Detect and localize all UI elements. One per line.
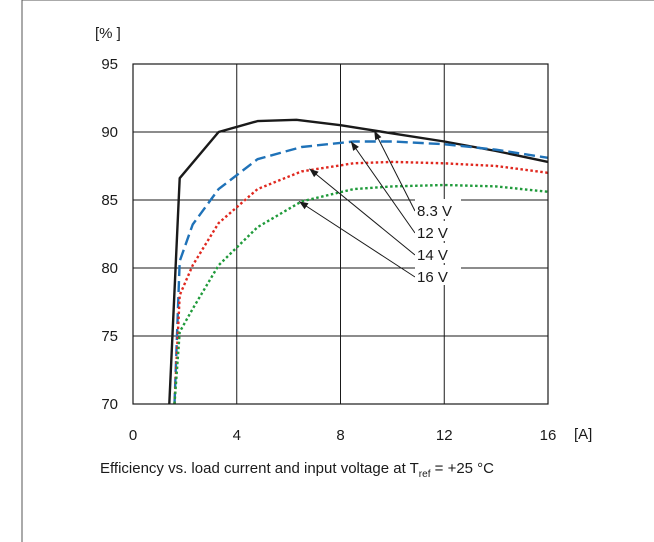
y-tick-label: 95: [101, 56, 118, 73]
y-tick-label: 70: [101, 396, 118, 413]
y-tick-label: 80: [101, 260, 118, 277]
callout-label-background: [415, 221, 461, 241]
plot-area-border: [132, 63, 549, 405]
y-tick-label: 85: [101, 192, 118, 209]
tick-labels: 0 4 8 12 16 70 75 80 85 90 95: [101, 56, 556, 444]
callout-label: 12 V: [417, 225, 448, 242]
caption-tail-text: = +25 °C: [430, 460, 494, 477]
series-line-14-vv: [173, 160, 549, 405]
callout-label-background: [415, 243, 461, 263]
x-tick-label: 0: [129, 427, 137, 444]
callout-arrowhead: [374, 130, 382, 141]
series-line-12-vv: [173, 140, 549, 405]
x-tick-label: 16: [540, 427, 557, 444]
x-tick-label: 12: [436, 427, 453, 444]
callout-label-background: [415, 265, 461, 285]
callout-arrowhead: [309, 168, 319, 178]
x-axis-unit-label: [A]: [574, 426, 592, 443]
callout-group: 8.3 V 12 V 14 V 16 V: [298, 130, 461, 286]
callout-label-background: [415, 199, 461, 219]
callout-leader-line: [309, 168, 416, 256]
grid: [133, 64, 548, 404]
callout-arrowhead: [350, 141, 359, 151]
series-line-16-vv: [173, 183, 549, 405]
y-tick-label: 90: [101, 124, 118, 141]
x-tick-label: 4: [233, 427, 241, 444]
caption-main-text: Efficiency vs. load current and input vo…: [100, 460, 419, 477]
x-tick-label: 8: [336, 427, 344, 444]
callout-leader-line: [298, 200, 416, 278]
callout-leader-line: [373, 130, 416, 212]
callout-label: 8.3 V: [417, 203, 452, 220]
callout-leader-line: [350, 141, 416, 234]
chart-caption: Efficiency vs. load current and input vo…: [100, 460, 494, 480]
series-line-8-3-vv: [168, 118, 549, 405]
series-group: [168, 118, 549, 405]
callout-label: 14 V: [417, 247, 448, 264]
y-tick-label: 75: [101, 328, 118, 345]
callout-arrowhead: [299, 201, 309, 210]
callout-label: 16 V: [417, 269, 448, 286]
caption-subscript: ref: [419, 469, 431, 480]
y-axis-unit-label: [% ]: [95, 25, 121, 42]
